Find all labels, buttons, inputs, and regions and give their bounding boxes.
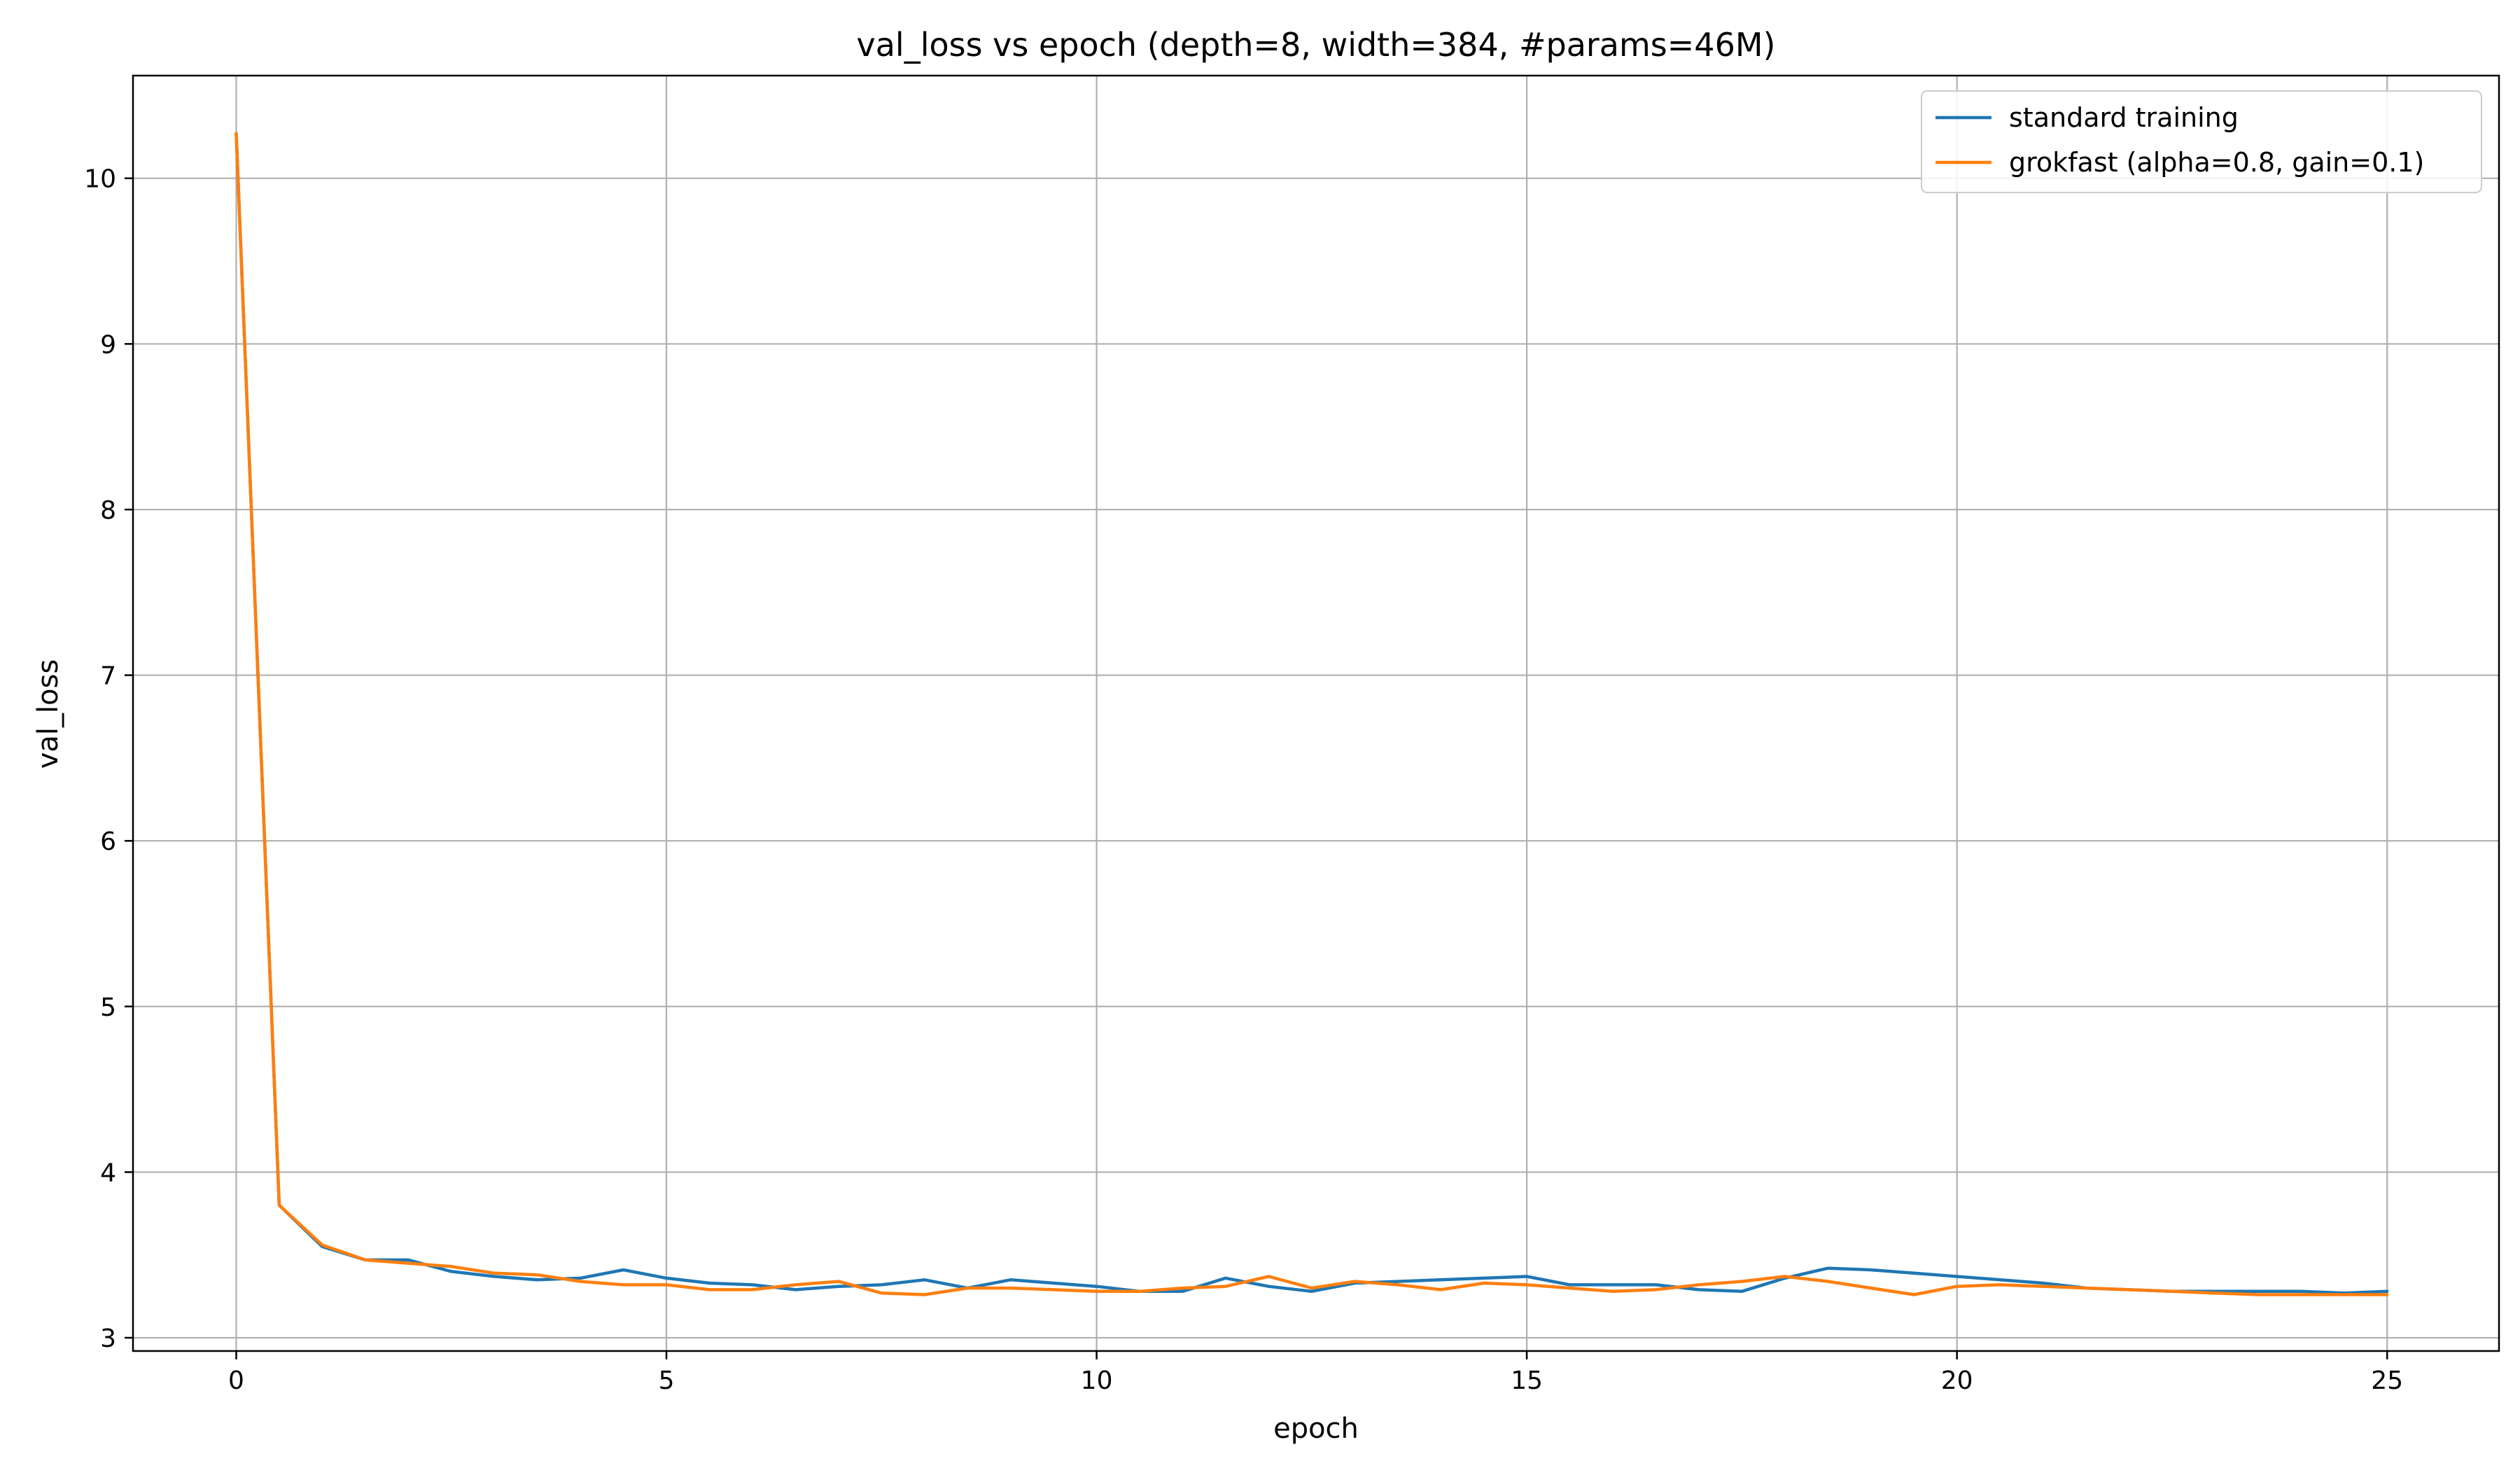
x-tick-label: 10 [1081, 1366, 1113, 1395]
legend-box [1921, 90, 2482, 193]
y-tick-label: 5 [100, 993, 116, 1022]
y-axis-label: val_loss [32, 659, 64, 769]
x-tick-label: 0 [228, 1366, 244, 1395]
chart-title: val_loss vs epoch (depth=8, width=384, #… [857, 26, 1776, 64]
y-tick-label: 6 [100, 827, 116, 856]
x-axis-label: epoch [1273, 1413, 1359, 1445]
y-tick-label: 7 [100, 662, 116, 691]
y-axis-ticks: 3 4 5 6 7 8 9 10 [84, 165, 133, 1353]
x-tick-label: 5 [659, 1366, 675, 1395]
legend-label-1: standard training [2009, 102, 2239, 133]
y-tick-label: 8 [100, 496, 116, 525]
y-tick-label: 4 [100, 1158, 116, 1187]
legend: standard training grokfast (alpha=0.8, ga… [1921, 90, 2482, 193]
series-lines [234, 132, 2389, 1296]
y-tick-label: 9 [100, 330, 116, 359]
x-axis-ticks: 0 5 10 15 20 25 [228, 1351, 2403, 1395]
x-tick-label: 15 [1511, 1366, 1543, 1395]
x-tick-label: 25 [2371, 1366, 2403, 1395]
y-tick-label: 10 [84, 165, 116, 194]
series-line-2 [234, 132, 2389, 1296]
plot-frame [132, 74, 2500, 1352]
y-tick-label: 3 [100, 1324, 116, 1353]
legend-label-2: grokfast (alpha=0.8, gain=0.1) [2009, 147, 2424, 178]
grid-lines [133, 76, 2499, 1351]
series-line-1 [234, 132, 2389, 1295]
x-tick-label: 20 [1941, 1366, 1973, 1395]
